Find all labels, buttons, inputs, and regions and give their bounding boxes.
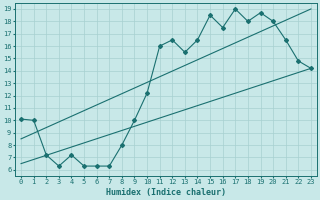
X-axis label: Humidex (Indice chaleur): Humidex (Indice chaleur) <box>106 188 226 197</box>
